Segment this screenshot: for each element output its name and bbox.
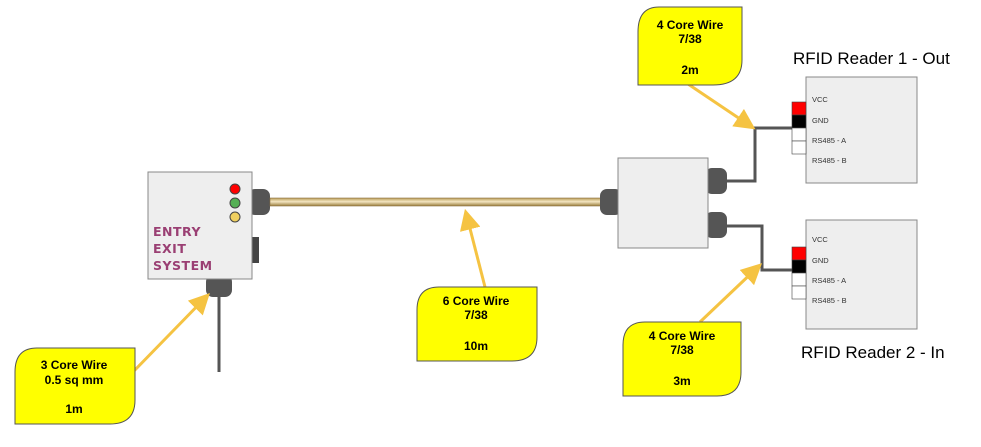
callout-main-wire: 6 Core Wire 7/38 10m <box>416 286 538 362</box>
rfid-reader-1: RFID Reader 1 - Out VCC GND RS485 - A RS… <box>791 49 950 184</box>
reader1-pin-a <box>791 127 807 142</box>
reader2-pin-b <box>791 285 807 300</box>
reader1-pin-label-gnd: GND <box>812 116 829 125</box>
main-cable <box>269 197 603 207</box>
reader2-title: RFID Reader 2 - In <box>801 343 945 362</box>
reader1-pin-gnd <box>791 114 807 129</box>
exit-label: EXIT <box>153 241 186 256</box>
reader1-pin-label-b: RS485 - B <box>812 156 847 165</box>
reader1-pin-vcc <box>791 101 807 116</box>
reader2-pin-label-b: RS485 - B <box>812 296 847 305</box>
callout-power-wire: 3 Core Wire 0.5 sq mm 1m <box>14 347 136 425</box>
reader1-wire-arrow <box>687 82 756 130</box>
reader2-pin-label-a: RS485 - A <box>812 276 846 285</box>
callout-reader2-wire-bubble <box>622 321 742 397</box>
callout-main-wire-line1: 6 Core Wire <box>443 294 510 308</box>
callout-main-wire-length: 10m <box>464 339 488 353</box>
side-latch <box>252 237 259 263</box>
main-cable-gland-right <box>600 189 622 215</box>
reader1-pin-label-vcc: VCC <box>812 95 828 104</box>
callout-reader2-wire-length: 3m <box>673 374 690 388</box>
reader1-body <box>805 76 918 184</box>
rfid-reader-2: VCC GND RS485 - A RS485 - B RFID Reader … <box>791 219 945 362</box>
callout-reader2-wire-line2: 7/38 <box>670 343 694 357</box>
power-wire-arrow <box>130 292 210 375</box>
callout-power-wire-line1: 3 Core Wire <box>41 358 108 372</box>
callout-reader1-wire-line1: 4 Core Wire <box>657 18 724 32</box>
callout-reader2-wire: 4 Core Wire 7/38 3m <box>622 321 742 397</box>
entry-exit-system: ENTRY EXIT SYSTEM <box>147 171 270 372</box>
red-led-icon <box>229 183 241 195</box>
callout-reader1-wire-line2: 7/38 <box>678 32 702 46</box>
callout-power-wire-bubble <box>14 347 136 425</box>
reader2-body <box>805 219 918 330</box>
callout-main-wire-line2: 7/38 <box>464 308 488 322</box>
yellow-led-icon <box>229 211 241 223</box>
green-led-icon <box>229 197 241 209</box>
reader2-pin-a <box>791 272 807 287</box>
junction-gland-top <box>705 168 727 194</box>
entry-label: ENTRY <box>153 224 201 239</box>
callout-power-wire-line2: 0.5 sq mm <box>45 373 104 387</box>
reader1-pin-label-a: RS485 - A <box>812 136 846 145</box>
main-cable-gland-left <box>248 189 270 215</box>
callout-reader1-wire: 4 Core Wire 7/38 2m <box>637 6 743 86</box>
reader2-cable <box>726 224 792 272</box>
callout-main-wire-bubble <box>416 286 538 362</box>
callout-power-wire-length: 1m <box>65 402 82 416</box>
reader2-pin-gnd <box>791 259 807 274</box>
reader2-pin-vcc <box>791 246 807 261</box>
reader2-wire-arrow <box>698 263 763 324</box>
junction-box-body <box>617 157 709 249</box>
main-wire-arrow <box>460 208 487 288</box>
junction-box <box>600 157 727 249</box>
callout-reader1-wire-length: 2m <box>681 63 698 77</box>
power-cable-gland <box>206 275 232 297</box>
callout-reader2-wire-line1: 4 Core Wire <box>649 329 716 343</box>
reader1-cable <box>726 126 792 183</box>
junction-gland-bottom <box>705 212 727 238</box>
system-label: SYSTEM <box>153 258 213 273</box>
callout-reader1-wire-bubble <box>637 6 743 86</box>
reader2-pin-label-gnd: GND <box>812 256 829 265</box>
reader1-pin-b <box>791 140 807 155</box>
reader2-pin-label-vcc: VCC <box>812 235 828 244</box>
reader1-title: RFID Reader 1 - Out <box>793 49 950 68</box>
